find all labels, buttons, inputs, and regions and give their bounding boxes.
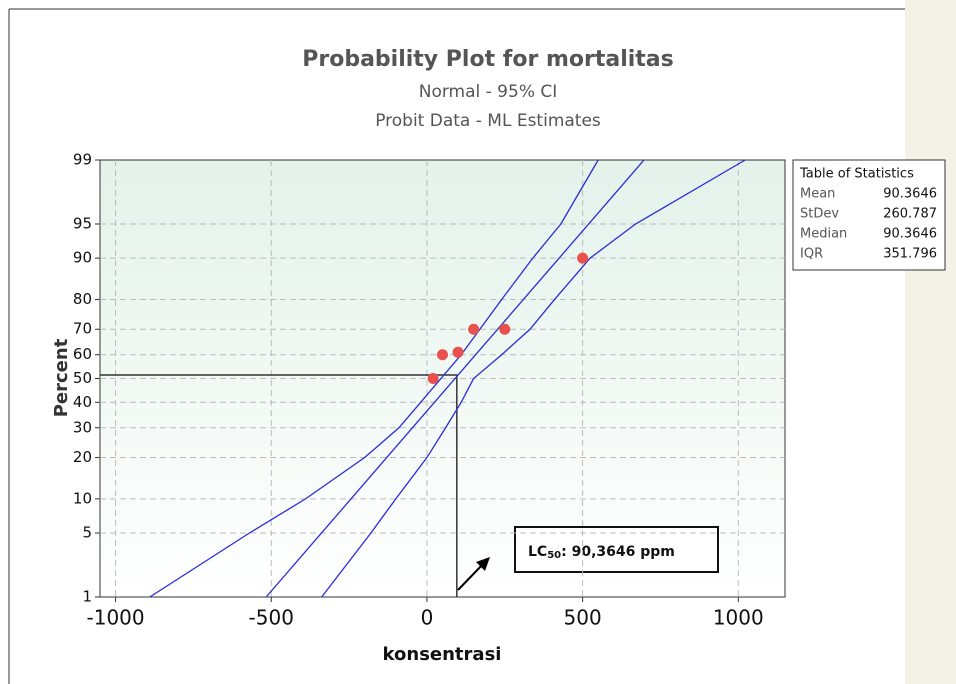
stats-value: 351.796 [883, 247, 937, 262]
side-panel [905, 0, 956, 684]
y-tick-label: 99 [73, 151, 92, 169]
data-point [577, 253, 588, 264]
subtitle: Normal - 95% CI [419, 82, 558, 102]
x-tick-label: 0 [421, 606, 434, 630]
y-tick-label: 80 [73, 290, 92, 308]
stats-value: 260.787 [883, 207, 937, 222]
y-tick-label: 20 [73, 448, 92, 466]
stats-table: Table of Statistics Mean 90.3646 StDev 260.… [793, 160, 945, 270]
x-tick-label: -1000 [87, 606, 145, 630]
y-tick-label: 50 [73, 369, 92, 387]
y-tick-label: 70 [73, 320, 92, 338]
y-tick-label: 10 [73, 489, 92, 507]
chart-title: Probability Plot for mortalitas [302, 47, 674, 72]
chart: Probability Plot for mortalitas Normal -… [0, 0, 956, 684]
data-point [428, 373, 439, 384]
stats-label: StDev [800, 207, 839, 222]
data-point [468, 324, 479, 335]
x-tick-label: -500 [249, 606, 294, 630]
x-axis-label: konsentrasi [383, 644, 502, 665]
stats-value: 90.3646 [883, 187, 937, 202]
stats-label: Mean [800, 187, 835, 202]
y-tick-label: 60 [73, 345, 92, 363]
data-point [499, 324, 510, 335]
stats-title: Table of Statistics [799, 167, 914, 182]
y-tick-label: 95 [73, 215, 92, 233]
y-tick-label: 90 [73, 249, 92, 267]
y-tick-label: 5 [82, 523, 92, 541]
stats-label: Median [800, 227, 847, 242]
x-tick-label: 1000 [713, 606, 764, 630]
y-tick-label: 30 [73, 418, 92, 436]
y-axis-label: Percent [51, 338, 72, 417]
y-tick-label: 40 [73, 393, 92, 411]
data-point [453, 347, 464, 358]
y-tick-label: 1 [82, 588, 92, 606]
subtitle: Probit Data - ML Estimates [375, 111, 601, 131]
stats-value: 90.3646 [883, 227, 937, 242]
x-tick-label: 500 [564, 606, 602, 630]
stats-label: IQR [800, 247, 823, 262]
data-point [437, 349, 448, 360]
